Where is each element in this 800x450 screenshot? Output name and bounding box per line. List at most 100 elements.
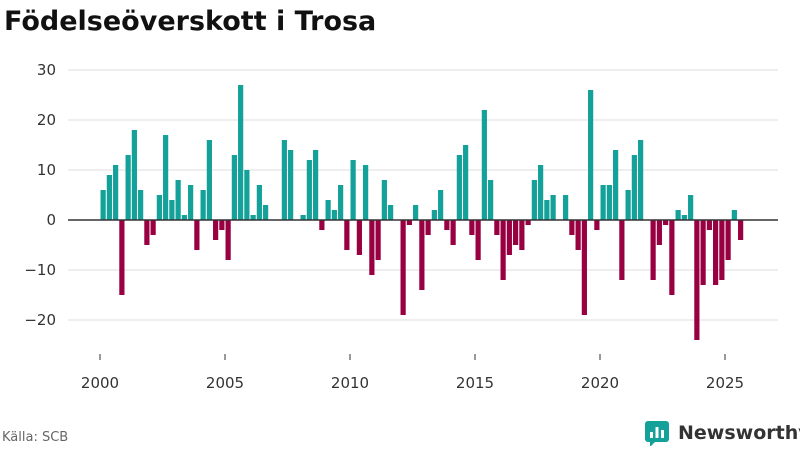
bar	[206, 140, 212, 220]
bar	[313, 150, 319, 220]
bar	[419, 220, 425, 290]
x-tick-label: 2010	[331, 374, 369, 392]
bar	[631, 155, 637, 220]
x-tick-label: 2005	[206, 374, 244, 392]
bar	[169, 200, 175, 220]
bar	[713, 220, 719, 285]
bar	[694, 220, 700, 340]
y-tick-label: −10	[24, 261, 56, 279]
bar	[200, 190, 206, 220]
bar	[431, 210, 437, 220]
bar	[119, 220, 125, 295]
chart-title: Födelseöverskott i Trosa	[4, 6, 377, 37]
bar	[488, 180, 494, 220]
x-tick-label: 2020	[581, 374, 619, 392]
bar	[538, 165, 544, 220]
bar	[413, 205, 419, 220]
x-tick-label: 2000	[81, 374, 119, 392]
bar	[638, 140, 644, 220]
bar	[406, 220, 412, 225]
bar	[125, 155, 131, 220]
bar	[606, 185, 612, 220]
bar	[375, 220, 381, 260]
bar	[188, 185, 194, 220]
bar	[663, 220, 669, 225]
bar	[719, 220, 725, 280]
bar	[381, 180, 387, 220]
bar	[113, 165, 119, 220]
bar	[338, 185, 344, 220]
bar	[256, 185, 262, 220]
bar	[106, 175, 112, 220]
y-axis-tick-labels: 30 20 10 0 −10 −20	[24, 61, 56, 329]
bar	[531, 180, 537, 220]
bar	[231, 155, 237, 220]
bar	[594, 220, 600, 230]
bar	[175, 180, 181, 220]
bar	[225, 220, 231, 260]
bar	[656, 220, 662, 245]
bar	[325, 200, 331, 220]
bar	[500, 220, 506, 280]
bar	[344, 220, 350, 250]
bar	[625, 190, 631, 220]
y-tick-label: 10	[37, 161, 56, 179]
bar	[581, 220, 587, 315]
bar	[213, 220, 219, 240]
bar	[263, 205, 269, 220]
bar	[363, 165, 369, 220]
bar	[144, 220, 150, 245]
bar	[669, 220, 675, 295]
bar	[425, 220, 431, 235]
bar	[506, 220, 512, 255]
bar	[300, 215, 306, 220]
y-tick-label: 30	[37, 61, 56, 79]
bar	[100, 190, 106, 220]
x-axis-ticks: 2000 2005 2010 2015 2020 2025	[81, 354, 744, 392]
bar	[163, 135, 169, 220]
bar	[244, 170, 250, 220]
bar	[731, 210, 737, 220]
bar	[681, 215, 687, 220]
bar	[400, 220, 406, 315]
bar	[650, 220, 656, 280]
bar	[319, 220, 325, 230]
y-tick-label: 0	[46, 211, 56, 229]
bar	[331, 210, 337, 220]
bar	[619, 220, 625, 280]
bar	[444, 220, 450, 230]
bar	[563, 195, 569, 220]
bar	[675, 210, 681, 220]
bar	[463, 145, 469, 220]
bar	[550, 195, 556, 220]
bar	[519, 220, 525, 250]
bar	[706, 220, 712, 230]
bar	[181, 215, 187, 220]
bar	[513, 220, 519, 245]
bar	[688, 195, 694, 220]
bar	[544, 200, 550, 220]
newsworthy-logo[interactable]: Newsworthy	[644, 420, 800, 446]
bar	[738, 220, 744, 240]
bar	[725, 220, 731, 260]
x-tick-label: 2025	[706, 374, 744, 392]
bars	[100, 85, 744, 340]
bar	[356, 220, 362, 255]
y-tick-label: 20	[37, 111, 56, 129]
y-tick-label: −20	[24, 311, 56, 329]
bar	[306, 160, 312, 220]
bar	[238, 85, 244, 220]
bar	[150, 220, 156, 235]
bar	[475, 220, 481, 260]
source-label: Källa: SCB	[2, 430, 69, 445]
bar	[388, 205, 394, 220]
newsworthy-brand: Newsworthy	[678, 422, 800, 444]
bar	[438, 190, 444, 220]
bar	[613, 150, 619, 220]
x-tick-label: 2015	[456, 374, 494, 392]
bar	[700, 220, 706, 285]
bar	[219, 220, 225, 230]
bar	[281, 140, 287, 220]
bar	[194, 220, 200, 250]
